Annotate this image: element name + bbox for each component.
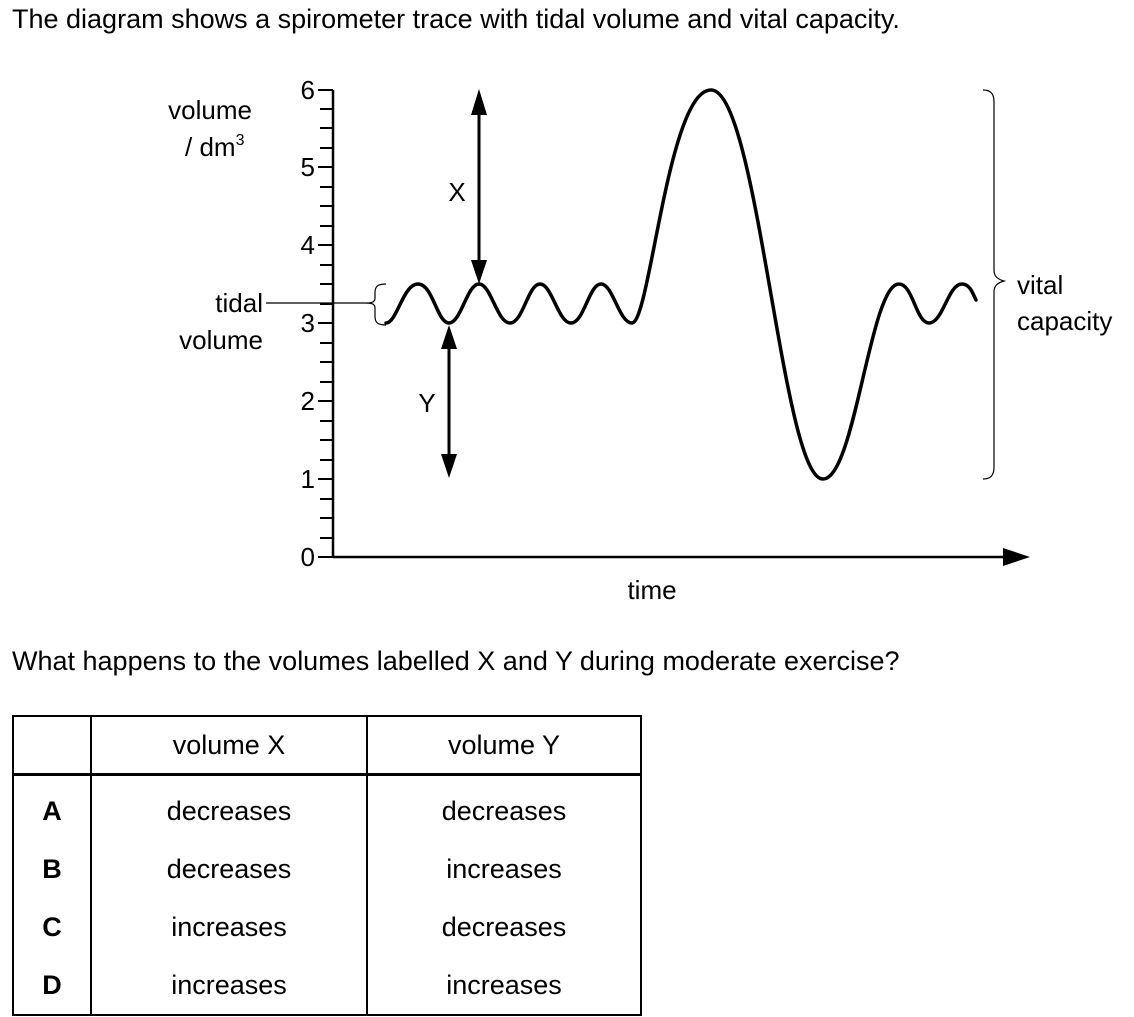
vital-capacity-label-line2: capacity — [1017, 306, 1112, 336]
answer-d-volume-x: increases — [90, 956, 368, 1016]
y-tick-label-6: 6 — [301, 75, 315, 105]
question-text: What happens to the volumes labelled X a… — [12, 646, 900, 676]
tidal-volume-label-line1: tidal — [215, 288, 263, 318]
arrow-y-head-bottom — [441, 454, 457, 478]
answer-row-c[interactable]: C increases decreases — [12, 898, 642, 956]
y-axis-minor-ticks — [320, 108, 333, 539]
answer-a-volume-y: decreases — [366, 774, 642, 840]
answer-row-d[interactable]: D increases increases — [12, 956, 642, 1016]
y-axis-label-line2: / dm3 — [185, 132, 245, 162]
arrow-x-head-bottom — [471, 260, 487, 284]
arrow-x-head-top — [471, 89, 487, 115]
answer-table-header-row: volume X volume Y — [12, 715, 642, 776]
y-tick-label-2: 2 — [301, 386, 315, 416]
y-tick-label-0: 0 — [301, 542, 315, 572]
answer-key-d[interactable]: D — [12, 956, 92, 1016]
y-axis-label-line1: volume — [168, 95, 252, 125]
answer-c-volume-y: decreases — [366, 898, 642, 956]
y-tick-label-5: 5 — [301, 152, 315, 182]
answer-row-a[interactable]: A decreases decreases — [12, 774, 642, 840]
y-tick-label-4: 4 — [301, 230, 315, 260]
x-axis-arrowhead — [1003, 548, 1030, 566]
answer-key-a[interactable]: A — [12, 774, 92, 840]
spirometer-diagram: 0 1 2 3 4 5 6 volume / dm3 time X Y tida… — [168, 75, 1112, 605]
y-tick-label-3: 3 — [301, 308, 315, 338]
answer-row-b[interactable]: B decreases increases — [12, 840, 642, 898]
x-axis-label: time — [627, 575, 676, 605]
intro-text: The diagram shows a spirometer trace wit… — [12, 4, 900, 34]
y-axis-unit: / dm — [185, 132, 236, 162]
arrow-y-label: Y — [418, 388, 435, 418]
vital-capacity-label-line1: vital — [1017, 270, 1063, 300]
header-volume-y: volume Y — [366, 715, 642, 776]
answer-key-b[interactable]: B — [12, 840, 92, 898]
spirometer-trace — [384, 88, 978, 481]
arrow-x-label: X — [448, 177, 465, 207]
answer-b-volume-y: increases — [366, 840, 642, 898]
answer-options-table: volume X volume Y A decreases decreases … — [12, 715, 642, 1016]
header-volume-x: volume X — [90, 715, 368, 776]
header-key-cell — [12, 715, 92, 776]
arrow-y-head-top — [441, 325, 457, 349]
tidal-volume-bracket — [365, 283, 387, 326]
answer-d-volume-y: increases — [366, 956, 642, 1016]
y-axis-unit-superscript: 3 — [236, 132, 245, 149]
answer-a-volume-x: decreases — [90, 774, 368, 840]
y-tick-label-1: 1 — [301, 464, 315, 494]
answer-key-c[interactable]: C — [12, 898, 92, 956]
vital-capacity-bracket — [982, 89, 1007, 480]
tidal-volume-label-line2: volume — [179, 325, 263, 355]
y-axis-major-ticks — [318, 89, 333, 558]
answer-c-volume-x: increases — [90, 898, 368, 956]
answer-b-volume-x: decreases — [90, 840, 368, 898]
